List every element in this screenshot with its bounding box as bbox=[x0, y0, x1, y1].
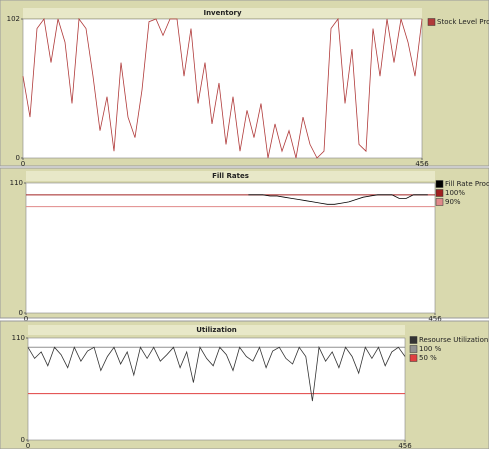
panel-title-bar bbox=[28, 325, 405, 335]
x-tick-label: 0 bbox=[24, 315, 28, 323]
legend-label: 50 % bbox=[419, 354, 437, 362]
legend-label: 100 % bbox=[419, 345, 442, 353]
legend-swatch bbox=[409, 336, 418, 344]
x-tick-label: 456 bbox=[415, 160, 429, 168]
series-line bbox=[27, 345, 406, 402]
legend-swatch bbox=[427, 18, 436, 26]
x-tick-label: 0 bbox=[21, 160, 25, 168]
legend-label: Fill Rate Produc bbox=[445, 180, 489, 188]
plot-area bbox=[27, 337, 406, 441]
y-tick-label: 0 bbox=[19, 309, 23, 317]
legend-swatch bbox=[435, 180, 444, 188]
panel-title: Fill Rates bbox=[212, 172, 249, 180]
y-tick-label: 0 bbox=[16, 154, 20, 162]
legend-label: 90% bbox=[445, 198, 461, 206]
x-tick-label: 456 bbox=[398, 442, 412, 449]
legend-swatch bbox=[435, 189, 444, 197]
legend-swatch bbox=[409, 354, 418, 362]
legend-label: Resourse Utilization Plan bbox=[419, 336, 489, 344]
panel-title: Inventory bbox=[203, 9, 241, 17]
legend-swatch bbox=[435, 198, 444, 206]
panel-title-bar bbox=[23, 8, 422, 18]
y-tick-label: 0 bbox=[21, 436, 25, 444]
y-tick-label: 110 bbox=[10, 179, 23, 187]
y-tick-label: 102 bbox=[7, 15, 20, 23]
x-tick-label: 456 bbox=[428, 315, 442, 323]
plot-area bbox=[25, 182, 436, 314]
panel-title-bar bbox=[26, 171, 435, 181]
panel-title: Utilization bbox=[196, 326, 237, 334]
legend-swatch bbox=[409, 345, 418, 353]
series-line bbox=[248, 194, 428, 205]
y-tick-label: 110 bbox=[12, 334, 25, 342]
legend-label: Stock Level Produc bbox=[437, 18, 489, 26]
legend-label: 100% bbox=[445, 189, 465, 197]
plot-area bbox=[22, 18, 423, 159]
series-line bbox=[22, 17, 423, 159]
x-tick-label: 0 bbox=[26, 442, 30, 449]
